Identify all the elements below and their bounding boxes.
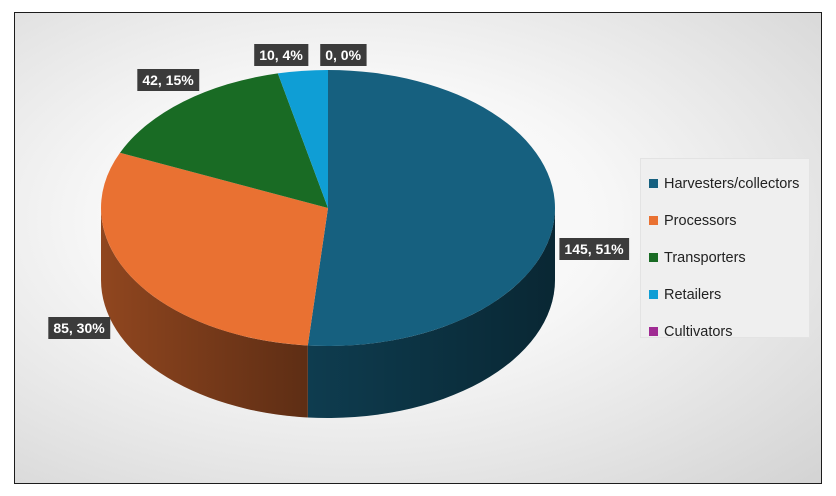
data-label-box: [559, 238, 630, 260]
pie-slice: [100, 152, 328, 346]
legend-swatch: [649, 327, 658, 336]
data-label: 0, 0%: [320, 44, 367, 66]
data-label-text: 145, 51%: [564, 241, 624, 257]
data-label-text: 85, 30%: [53, 320, 105, 336]
legend-label: Harvesters/collectors: [664, 175, 800, 192]
pie-slice: [120, 73, 328, 208]
legend-swatch: [649, 253, 658, 262]
legend-item-retailers: Retailers: [641, 276, 809, 313]
legend-item-processors: Processors: [641, 202, 809, 239]
chart-legend: Harvesters/collectors Processors Transpo…: [640, 158, 810, 340]
legend-label: Processors: [664, 212, 737, 229]
legend-item-harvesters: Harvesters/collectors: [641, 165, 809, 202]
data-label: 10, 4%: [254, 44, 309, 66]
data-label-text: 0, 0%: [325, 47, 361, 63]
pie-slice: [277, 70, 328, 208]
legend-item-transporters: Transporters: [641, 239, 809, 276]
legend-swatch: [649, 216, 658, 225]
pie-slice-side-shade: [307, 208, 555, 418]
legend-label: Retailers: [664, 286, 722, 303]
pie-slice-side-shade: [101, 208, 308, 418]
legend-swatch: [649, 290, 658, 299]
legend-label: Transporters: [664, 249, 746, 266]
data-label-text: 10, 4%: [259, 47, 303, 63]
data-label-box: [48, 317, 111, 339]
legend-label: Cultivators: [664, 323, 733, 340]
pie-slice: [307, 70, 556, 346]
legend-item-cultivators: Cultivators: [641, 313, 809, 350]
data-label: 42, 15%: [137, 69, 200, 91]
data-label: 145, 51%: [559, 238, 630, 260]
data-label-box: [320, 44, 367, 66]
data-label: 85, 30%: [48, 317, 111, 339]
data-label-box: [254, 44, 309, 66]
legend-swatch: [649, 179, 658, 188]
data-label-text: 42, 15%: [142, 72, 194, 88]
data-label-box: [137, 69, 200, 91]
